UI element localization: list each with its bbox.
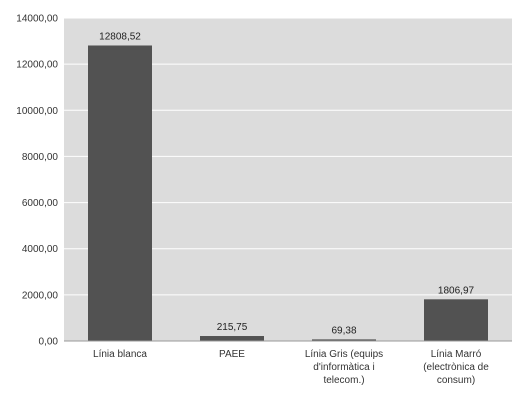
data-labels: 12808,52 215,75 69,38 1806,97 (99, 31, 474, 336)
x-category-label: Línia blanca (93, 349, 147, 360)
y-tick-label: 0,00 (39, 337, 59, 348)
data-label: 1806,97 (438, 285, 475, 296)
bar (424, 299, 488, 341)
x-category-label-line: Línia blanca (93, 349, 147, 360)
y-tick-label: 4000,00 (22, 244, 59, 255)
x-axis-category-labels: Línia blanca PAEE Línia Gris (equips d'info… (93, 349, 489, 386)
bars (88, 45, 488, 342)
y-tick-label: 14000,00 (16, 14, 58, 25)
y-tick-label: 2000,00 (22, 290, 59, 301)
x-category-label-line: d'informàtica i (313, 362, 374, 373)
x-category-label-line: Línia Marró (431, 349, 482, 360)
data-label: 12808,52 (99, 31, 141, 42)
y-tick-label: 10000,00 (16, 106, 58, 117)
y-tick-label: 8000,00 (22, 152, 59, 163)
data-label: 69,38 (331, 325, 356, 336)
bar (312, 339, 376, 341)
x-category-label: PAEE (219, 349, 245, 360)
x-category-label-line: PAEE (219, 349, 245, 360)
x-category-label: Línia Marró (electrònica de consum) (423, 349, 489, 386)
x-category-label: Línia Gris (equips d'informàtica i telecom… (305, 349, 383, 386)
data-label: 215,75 (217, 322, 248, 333)
x-category-label-line: consum) (437, 375, 475, 386)
bar (200, 336, 264, 341)
x-category-label-line: telecom.) (323, 375, 364, 386)
y-tick-label: 6000,00 (22, 198, 59, 209)
x-category-label-line: Línia Gris (equips (305, 349, 383, 360)
bar (88, 45, 152, 342)
y-tick-label: 12000,00 (16, 60, 58, 71)
y-axis-tick-labels: 0,00 2000,00 4000,00 6000,00 8000,00 10000,00… (16, 14, 58, 348)
x-category-label-line: (electrònica de (423, 362, 489, 373)
